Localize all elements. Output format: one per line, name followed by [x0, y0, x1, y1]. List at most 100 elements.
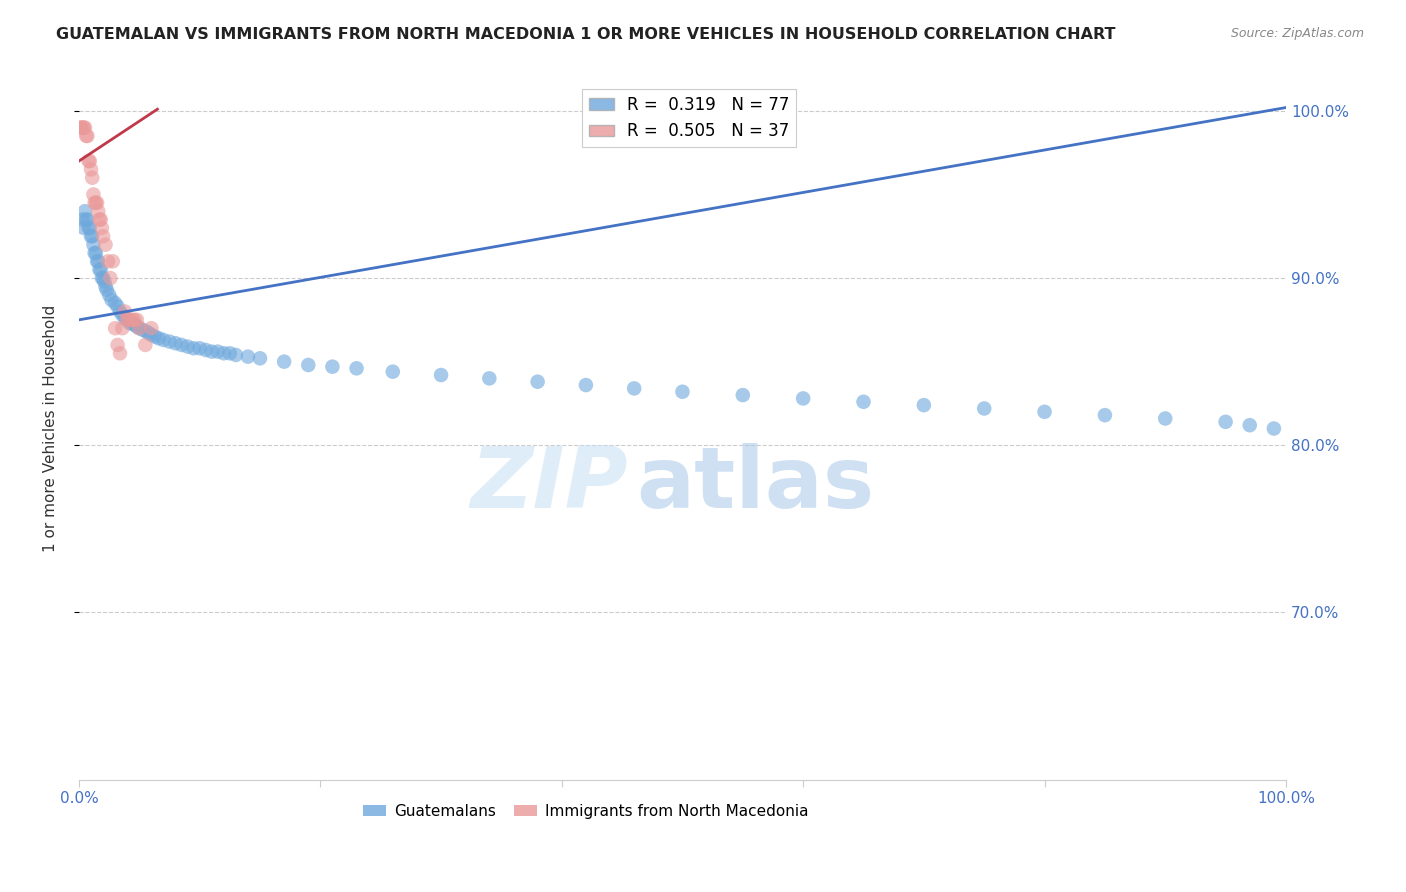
Point — [1239, 418, 1261, 433]
Text: ZIP: ZIP — [471, 443, 628, 526]
Point — [69, 120, 91, 135]
Point — [108, 346, 131, 360]
Point — [526, 375, 548, 389]
Point — [84, 246, 107, 260]
Point — [1094, 408, 1116, 422]
Point — [218, 346, 240, 360]
Point — [731, 388, 754, 402]
Point — [201, 344, 224, 359]
Point — [118, 313, 141, 327]
Point — [118, 316, 141, 330]
Point — [114, 304, 136, 318]
Point — [124, 313, 146, 327]
Text: atlas: atlas — [637, 443, 875, 526]
Point — [98, 271, 121, 285]
Point — [82, 237, 104, 252]
Point — [77, 154, 100, 169]
Point — [76, 212, 98, 227]
Point — [141, 321, 163, 335]
Point — [90, 212, 112, 227]
Point — [72, 120, 94, 135]
Point — [90, 271, 112, 285]
Text: GUATEMALAN VS IMMIGRANTS FROM NORTH MACEDONIA 1 OR MORE VEHICLES IN HOUSEHOLD CO: GUATEMALAN VS IMMIGRANTS FROM NORTH MACE… — [56, 27, 1116, 42]
Point — [87, 254, 110, 268]
Point — [79, 220, 101, 235]
Point — [111, 321, 134, 335]
Point — [76, 128, 98, 143]
Legend: Guatemalans, Immigrants from North Macedonia: Guatemalans, Immigrants from North Maced… — [357, 797, 814, 824]
Point — [1263, 421, 1285, 435]
Point — [82, 229, 104, 244]
Point — [852, 394, 875, 409]
Point — [91, 229, 114, 244]
Point — [83, 195, 105, 210]
Point — [98, 287, 121, 301]
Point — [132, 323, 155, 337]
Point — [138, 326, 160, 341]
Point — [381, 365, 404, 379]
Point — [346, 361, 368, 376]
Point — [207, 344, 229, 359]
Point — [135, 325, 157, 339]
Point — [90, 262, 112, 277]
Point — [321, 359, 343, 374]
Point — [152, 333, 174, 347]
Point — [212, 346, 235, 360]
Point — [101, 254, 124, 268]
Point — [141, 327, 163, 342]
Point — [430, 368, 453, 382]
Point — [249, 351, 271, 366]
Point — [575, 378, 598, 392]
Point — [82, 170, 104, 185]
Point — [94, 279, 117, 293]
Point — [115, 313, 138, 327]
Point — [170, 338, 193, 352]
Point — [143, 329, 166, 343]
Point — [80, 229, 103, 244]
Point — [107, 338, 129, 352]
Point — [73, 220, 96, 235]
Point — [87, 204, 110, 219]
Point — [104, 296, 127, 310]
Point — [83, 246, 105, 260]
Point — [72, 212, 94, 227]
Point — [128, 321, 150, 335]
Point — [94, 237, 117, 252]
Point — [114, 311, 136, 326]
Point — [1215, 415, 1237, 429]
Point — [148, 331, 170, 345]
Point — [273, 354, 295, 368]
Point — [188, 341, 211, 355]
Point — [91, 271, 114, 285]
Point — [108, 304, 131, 318]
Point — [79, 154, 101, 169]
Point — [82, 187, 104, 202]
Text: Source: ZipAtlas.com: Source: ZipAtlas.com — [1230, 27, 1364, 40]
Point — [194, 343, 217, 357]
Point — [973, 401, 995, 416]
Point — [121, 316, 143, 330]
Point — [671, 384, 693, 399]
Point — [128, 321, 150, 335]
Point — [623, 381, 645, 395]
Point — [297, 358, 319, 372]
Point — [225, 348, 247, 362]
Point — [75, 128, 97, 143]
Point — [89, 262, 111, 277]
Point — [1033, 405, 1056, 419]
Point — [86, 195, 108, 210]
Point — [75, 212, 97, 227]
Point — [80, 162, 103, 177]
Y-axis label: 1 or more Vehicles in Household: 1 or more Vehicles in Household — [44, 305, 58, 552]
Point — [125, 313, 148, 327]
Point — [104, 321, 127, 335]
Point — [115, 313, 138, 327]
Point — [107, 300, 129, 314]
Point — [124, 318, 146, 332]
Point — [90, 220, 112, 235]
Point — [93, 274, 115, 288]
Point — [236, 350, 259, 364]
Point — [165, 336, 187, 351]
Point — [70, 120, 93, 135]
Point — [159, 334, 181, 349]
